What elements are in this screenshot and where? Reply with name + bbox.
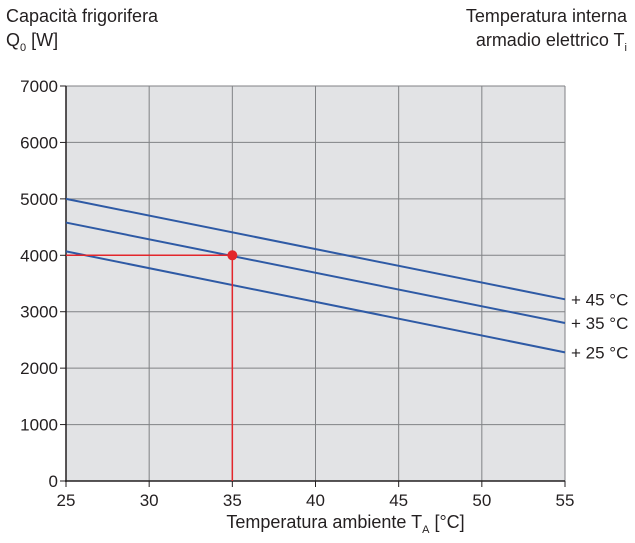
series-line <box>65 197 566 301</box>
series-legend-title-line2: armadio elettrico Ti <box>475 30 627 54</box>
series-legend-title-line1: Temperatura interna <box>465 6 627 26</box>
x-tick-label: 50 <box>472 491 491 510</box>
x-tick-label: 45 <box>389 491 408 510</box>
y-axis-title-line1: Capacità frigorifera <box>6 6 159 26</box>
y-tick-label: 0 <box>49 472 58 491</box>
y-tick-label: 5000 <box>20 190 58 209</box>
y-tick-label: 4000 <box>20 246 58 265</box>
series-line <box>65 250 566 354</box>
x-tick-label: 40 <box>306 491 325 510</box>
series-label: + 45 °C <box>571 290 628 309</box>
highlight-point <box>227 250 238 261</box>
y-tick-label: 2000 <box>20 359 58 378</box>
x-tick-label: 35 <box>223 491 242 510</box>
x-axis-label: Temperatura ambiente TA [°C] <box>226 512 465 536</box>
y-tick-label: 3000 <box>20 303 58 322</box>
series-label: + 35 °C <box>571 314 628 333</box>
x-tick-label: 30 <box>140 491 159 510</box>
x-tick-label: 25 <box>57 491 76 510</box>
series-legend-title: Temperatura interna armadio elettrico Ti <box>466 4 627 55</box>
series-label: + 25 °C <box>571 343 628 362</box>
y-tick-label: 6000 <box>20 133 58 152</box>
y-tick-label: 1000 <box>20 416 58 435</box>
y-axis-title-line2: Q0 [W] <box>6 30 59 54</box>
series-line <box>65 221 566 324</box>
x-tick-label: 55 <box>556 491 575 510</box>
y-axis-title: Capacità frigorifera Q0 [W] <box>6 4 158 55</box>
y-tick-label: 7000 <box>20 77 58 96</box>
